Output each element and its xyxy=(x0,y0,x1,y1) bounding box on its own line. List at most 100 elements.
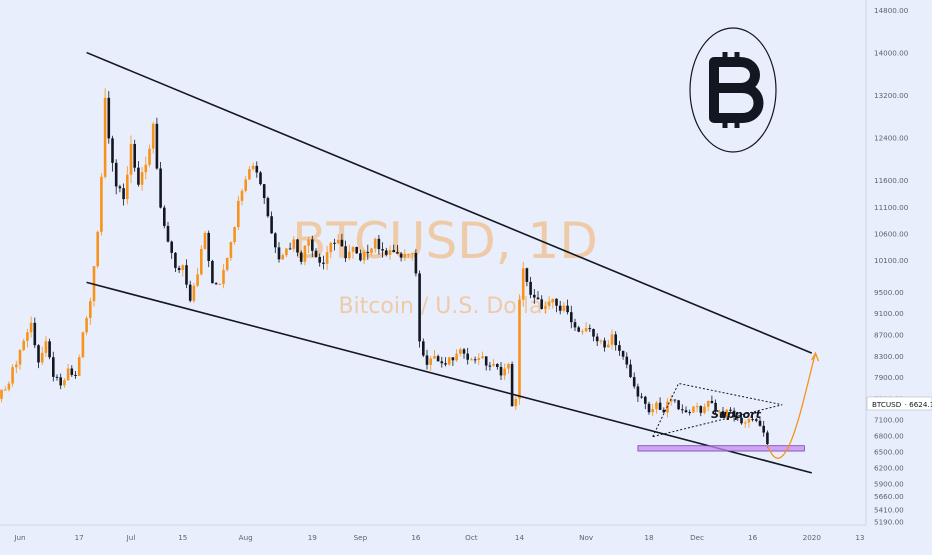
candle-body xyxy=(644,396,647,404)
candle-body xyxy=(325,252,329,264)
y-tick-label: 12400.00 xyxy=(874,134,909,143)
candle-body xyxy=(555,298,558,306)
candle-body xyxy=(533,294,536,298)
candle-body xyxy=(137,167,140,185)
candle-body xyxy=(714,402,717,412)
y-tick-label: 13200.00 xyxy=(874,91,909,100)
x-tick-label: 13 xyxy=(855,533,864,542)
candle-body xyxy=(100,176,103,232)
y-tick-label: 5660.00 xyxy=(874,492,904,501)
candle-body xyxy=(181,265,185,271)
candle-body xyxy=(632,377,636,387)
candle-body xyxy=(451,357,455,361)
candle-body xyxy=(237,200,240,228)
candle-body xyxy=(718,411,721,413)
candle-body xyxy=(570,312,573,323)
y-tick-label: 8700.00 xyxy=(874,331,904,340)
candle-body xyxy=(266,198,270,217)
x-tick-label: Nov xyxy=(579,533,594,542)
y-tick-label: 5410.00 xyxy=(874,506,904,515)
candle-body xyxy=(314,250,318,257)
candle-body xyxy=(336,239,340,244)
x-tick-label: Jul xyxy=(126,533,136,542)
candle-body xyxy=(259,172,262,185)
candle-body xyxy=(311,239,314,251)
candle-body xyxy=(81,332,85,358)
candle-body xyxy=(48,341,51,358)
candle-body xyxy=(192,285,196,301)
candle-body xyxy=(473,359,477,361)
candle-body xyxy=(37,345,40,363)
candle-body xyxy=(225,257,229,270)
candle-body xyxy=(52,357,55,377)
y-tick-label: 11600.00 xyxy=(874,176,909,185)
candle-body xyxy=(251,165,255,170)
candle-body xyxy=(418,273,421,342)
candle-body xyxy=(455,353,458,361)
candle-body xyxy=(318,256,321,263)
candle-body xyxy=(488,365,492,367)
candle-body xyxy=(229,242,233,258)
candle-body xyxy=(592,329,595,337)
candle-body xyxy=(340,239,344,247)
x-tick-label: 19 xyxy=(308,533,318,542)
price-tag-value: 6624.10 xyxy=(909,400,932,409)
candle-body xyxy=(126,174,129,200)
candle-body xyxy=(299,252,303,262)
candle-body xyxy=(499,366,503,376)
candle-body xyxy=(540,299,543,309)
candle-body xyxy=(544,305,547,309)
candle-body xyxy=(470,359,473,361)
candle-body xyxy=(111,138,114,163)
candle-body xyxy=(133,143,136,168)
candle-body xyxy=(673,399,677,401)
x-tick-label: Dec xyxy=(690,533,704,542)
candle-body xyxy=(551,298,555,303)
candle-body xyxy=(96,231,99,267)
candle-body xyxy=(166,225,170,242)
candle-body xyxy=(40,352,44,363)
candle-body xyxy=(573,322,577,328)
candle-body xyxy=(647,403,651,413)
candle-body xyxy=(410,253,414,255)
price-axis[interactable]: 14800.00 14000.00 13200.00 12400.00 11600.00… xyxy=(865,0,909,526)
time-axis[interactable]: 13 Jun 17 Jul 15 Aug 19 Sep 16 Oct 14 Nov 18 Dec 16 202… xyxy=(0,524,866,542)
candle-body xyxy=(277,247,281,260)
candle-body xyxy=(351,247,355,252)
candle-body xyxy=(433,356,436,359)
candle-body xyxy=(425,355,429,365)
candle-body xyxy=(155,123,159,169)
candle-body xyxy=(462,349,466,354)
candle-body xyxy=(514,398,518,407)
candle-body xyxy=(196,274,199,286)
candle-body xyxy=(296,239,299,253)
candle-body xyxy=(595,336,599,342)
candle-body xyxy=(669,399,673,402)
candle-body xyxy=(721,411,725,418)
candle-body xyxy=(414,253,418,274)
channel-upper-line xyxy=(86,51,813,354)
x-tick-label: 2020 xyxy=(803,533,822,542)
candle-body xyxy=(144,164,148,173)
candle-body xyxy=(751,419,754,421)
y-tick-label: 8300.00 xyxy=(874,352,904,361)
candle-body xyxy=(447,357,451,365)
x-tick-label: 16 xyxy=(748,533,758,542)
candle-body xyxy=(22,340,25,351)
candle-body xyxy=(740,417,743,424)
candle-body xyxy=(529,281,532,295)
candle-body xyxy=(388,250,392,255)
candle-body xyxy=(566,305,569,313)
y-tick-label: 6200.00 xyxy=(874,464,904,473)
candle-body xyxy=(399,253,403,258)
candle-body xyxy=(103,97,107,177)
bitcoin-logo-icon xyxy=(689,27,777,153)
candle-body xyxy=(59,377,62,386)
candle-body xyxy=(640,396,643,398)
candle-body xyxy=(188,284,192,301)
candle-body xyxy=(270,216,273,234)
candle-body xyxy=(484,356,488,366)
candle-body xyxy=(762,425,765,433)
candle-body xyxy=(507,363,510,369)
